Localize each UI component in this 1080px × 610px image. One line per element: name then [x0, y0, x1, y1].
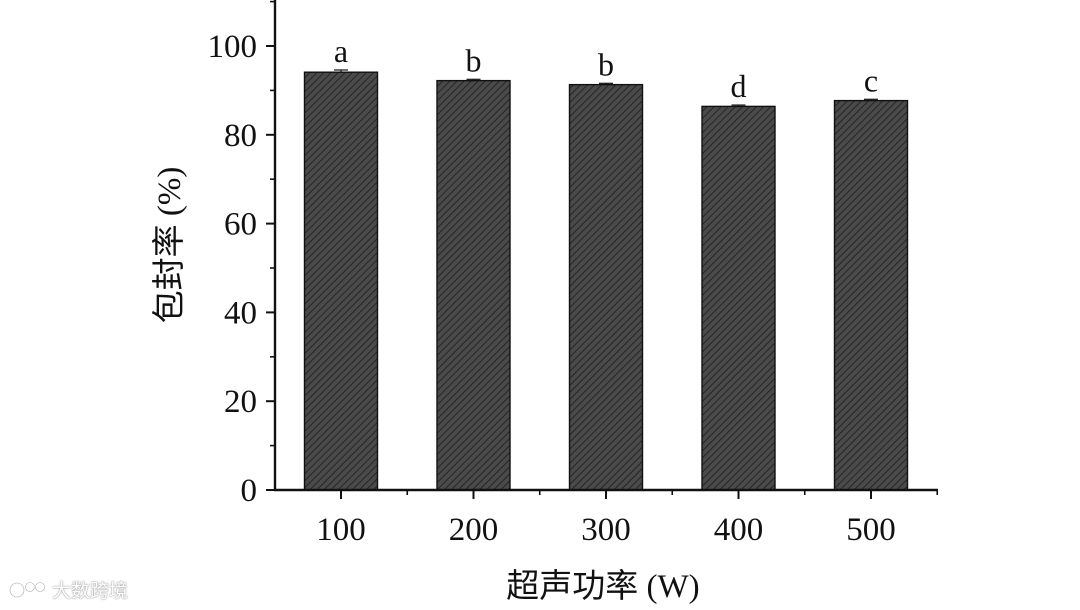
y-tick-label-60: 60	[224, 207, 257, 243]
y-ticks-layer: 0 20 40 60 80 100	[208, 0, 275, 509]
bar-500	[833, 99, 909, 491]
bar-400	[701, 105, 776, 491]
y-tick-label-0: 0	[241, 473, 258, 509]
bar-100	[303, 71, 379, 491]
x-axis-title: 超声功率 (W)	[506, 568, 699, 605]
significance-label-500: c	[864, 62, 878, 98]
x-tick-label-300: 300	[581, 512, 631, 548]
x-tick-label-100: 100	[316, 512, 366, 548]
significance-label-400: d	[731, 68, 747, 104]
x-tick-label-200: 200	[449, 512, 499, 548]
significance-label-300: b	[598, 46, 614, 82]
y-tick-label-40: 40	[224, 295, 257, 331]
x-tick-label-500: 500	[846, 512, 896, 548]
x-tick-label-400: 400	[714, 512, 764, 548]
error-bar-200	[466, 78, 481, 81]
bars-layer	[303, 71, 909, 491]
error-bar-100	[334, 69, 348, 73]
y-axis-title: 包封率 (%)	[151, 167, 188, 324]
bar-200	[436, 79, 511, 491]
y-tick-label-80: 80	[224, 118, 257, 154]
y-tick-label-100: 100	[208, 29, 258, 65]
watermark-logo-icon	[8, 580, 46, 598]
y-tick-label-20: 20	[224, 384, 257, 420]
error-bars-layer	[334, 69, 878, 107]
error-bar-500	[864, 98, 878, 101]
bar-300	[568, 83, 644, 491]
significance-label-200: b	[466, 42, 482, 78]
watermark: 大数跨境	[8, 576, 128, 603]
error-bar-300	[599, 82, 613, 85]
x-ticks-layer: 100 200 300 400 500	[316, 490, 939, 548]
significance-label-100: a	[334, 33, 348, 69]
significance-labels-layer: a b bd c	[334, 33, 878, 104]
error-bar-400	[731, 104, 746, 107]
watermark-text: 大数跨境	[52, 580, 129, 602]
